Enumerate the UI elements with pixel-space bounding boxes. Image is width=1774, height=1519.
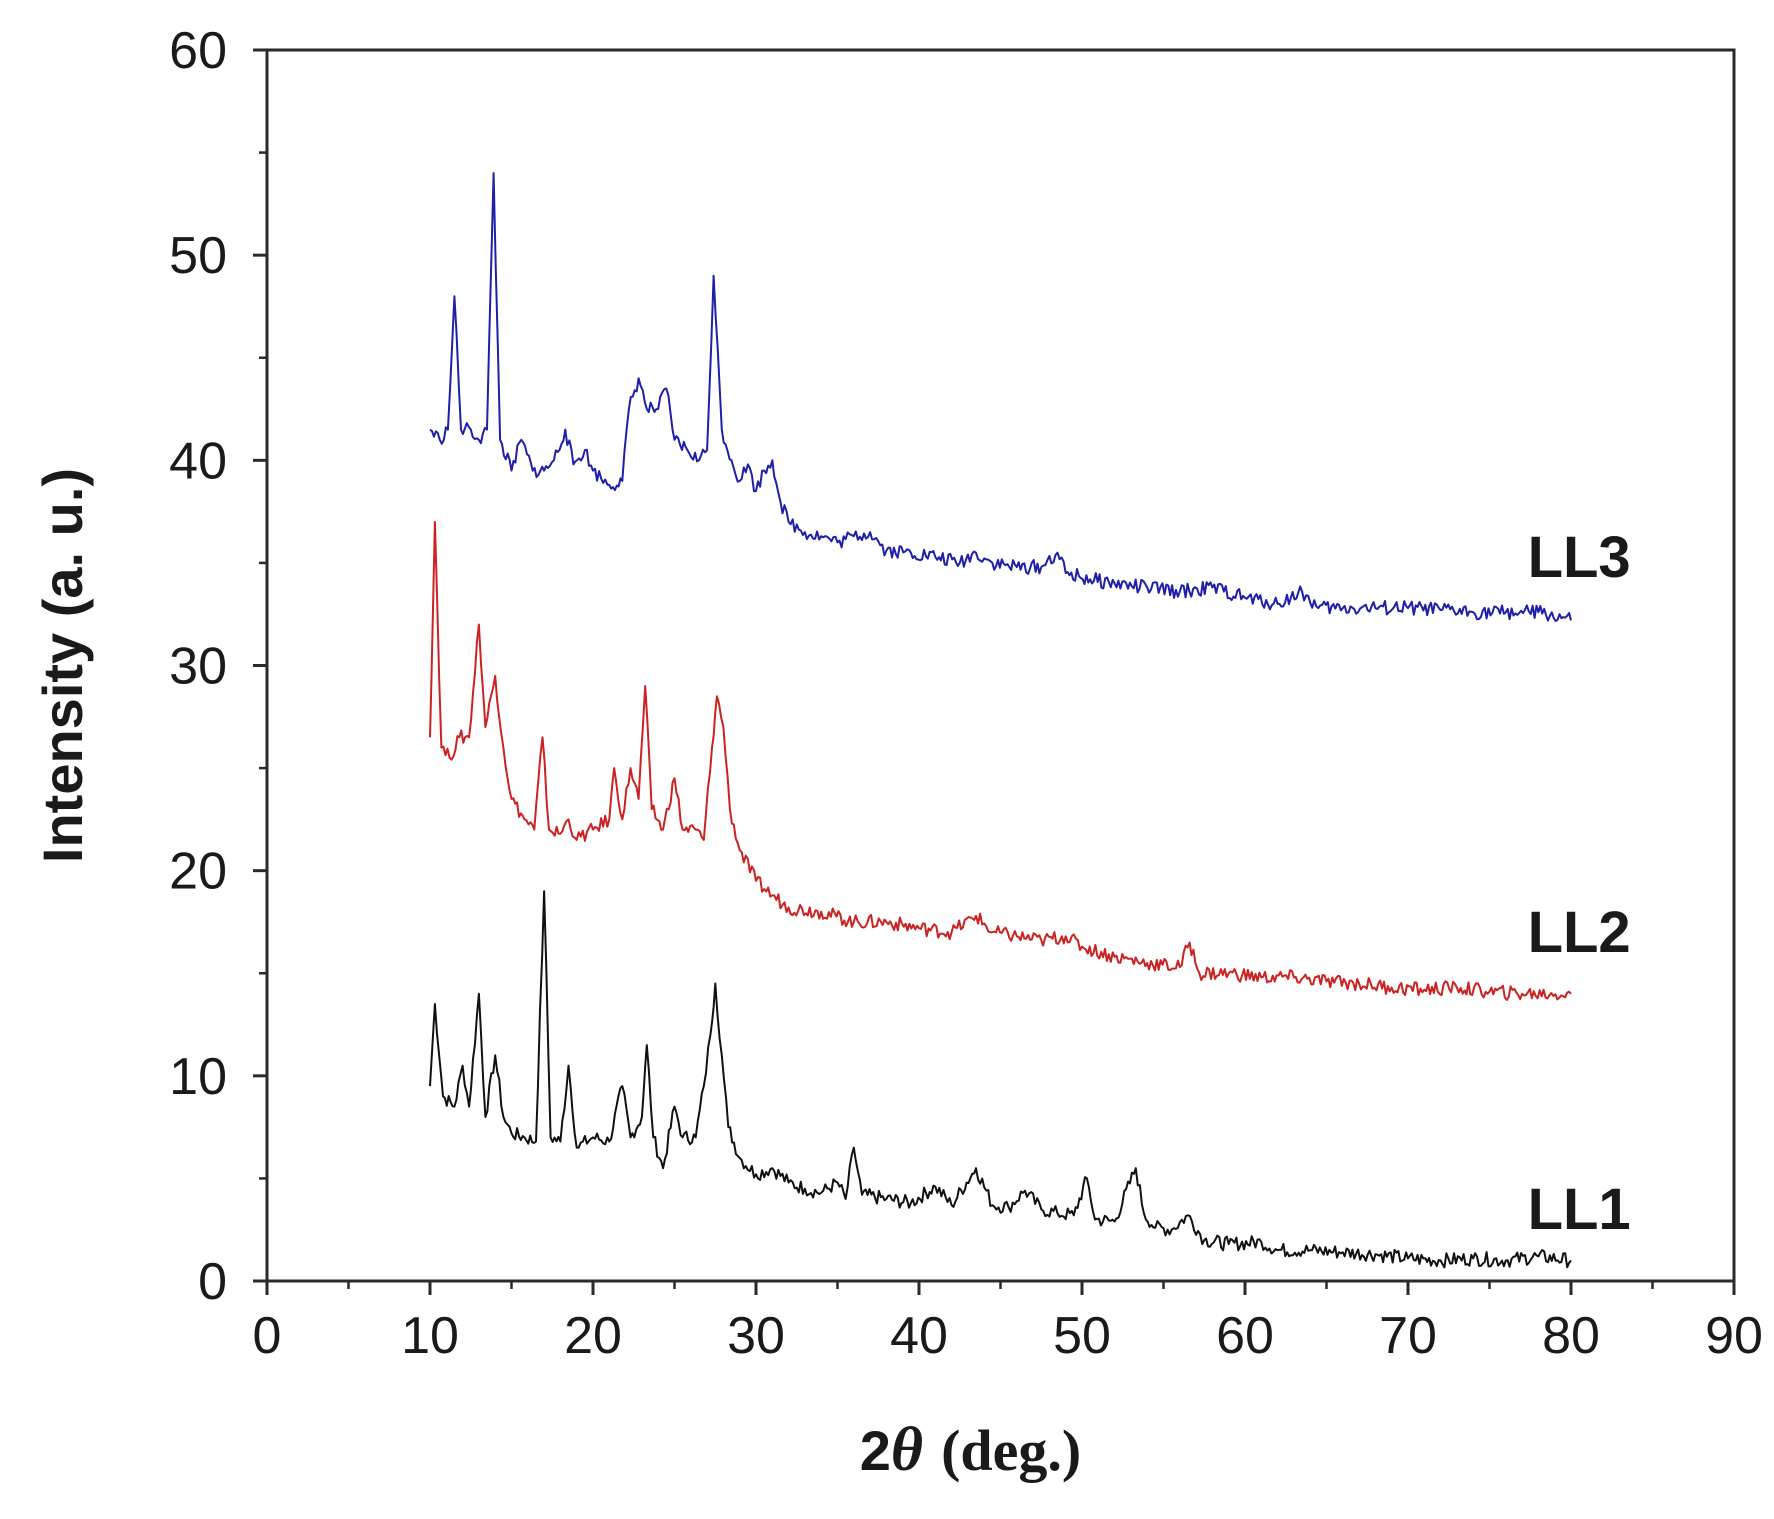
x-axis-title: 2θ (deg.) bbox=[860, 1416, 1081, 1484]
y-tick-label: 50 bbox=[169, 227, 227, 285]
plot-frame bbox=[265, 48, 1736, 1283]
x-axis-title-theta: θ bbox=[891, 1416, 923, 1484]
x-axis-ticks: 0 10 20 30 40 50 60 70 80 90 bbox=[253, 1281, 1763, 1365]
series-label-ll1: LL1 bbox=[1528, 1177, 1631, 1242]
x-tick-label: 50 bbox=[1053, 1307, 1111, 1365]
y-tick-label: 30 bbox=[169, 638, 227, 696]
y-tick-label: 0 bbox=[198, 1253, 227, 1311]
x-tick-label: 10 bbox=[401, 1307, 459, 1365]
x-tick-label: 90 bbox=[1705, 1307, 1763, 1365]
x-tick-label: 40 bbox=[890, 1307, 948, 1365]
x-tick-label: 80 bbox=[1542, 1307, 1600, 1365]
x-tick-label: 0 bbox=[253, 1307, 282, 1365]
series-line-ll3 bbox=[429, 172, 1572, 622]
y-tick-label: 20 bbox=[169, 843, 227, 901]
y-tick-label: 60 bbox=[169, 22, 227, 80]
x-axis-title-unit: (deg.) bbox=[941, 1418, 1081, 1483]
y-axis-title: Intensity (a. u.) bbox=[31, 468, 94, 863]
series-line-ll2 bbox=[429, 520, 1572, 1001]
series-label-ll3: LL3 bbox=[1528, 525, 1631, 590]
series-group bbox=[429, 172, 1572, 1269]
x-tick-label: 30 bbox=[727, 1307, 785, 1365]
x-tick-label: 70 bbox=[1379, 1307, 1437, 1365]
x-tick-label: 20 bbox=[564, 1307, 622, 1365]
series-line-ll1 bbox=[429, 890, 1572, 1269]
series-label-ll2: LL2 bbox=[1528, 900, 1631, 965]
y-axis-ticks: 0 10 20 30 40 50 60 bbox=[169, 22, 267, 1311]
plot-area bbox=[265, 48, 1736, 1283]
series-labels: LL3 LL2 LL1 bbox=[1528, 525, 1631, 1242]
y-tick-label: 40 bbox=[169, 432, 227, 490]
x-axis-title-prefix: 2 bbox=[860, 1419, 891, 1482]
x-tick-label: 60 bbox=[1216, 1307, 1274, 1365]
y-tick-label: 10 bbox=[169, 1048, 227, 1106]
